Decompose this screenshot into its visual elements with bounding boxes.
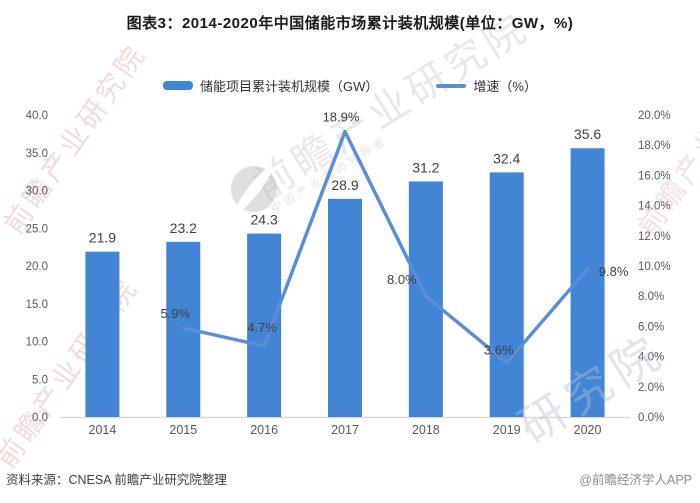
bar-2018 bbox=[408, 181, 443, 417]
right-axis-tick: 16.0% bbox=[638, 170, 671, 182]
right-axis-tick: 6.0% bbox=[638, 321, 664, 333]
growth-value-label-2020: 9.8% bbox=[599, 264, 629, 279]
x-axis-label-2014: 2014 bbox=[89, 423, 117, 437]
left-axis-tick: 35.0 bbox=[26, 148, 48, 160]
left-axis-tick: 40.0 bbox=[26, 110, 48, 122]
bar-value-label-2019: 32.4 bbox=[493, 150, 520, 166]
left-axis-tick: 15.0 bbox=[26, 299, 48, 311]
growth-value-label-2016: 4.7% bbox=[247, 320, 277, 335]
left-axis-tick: 5.0 bbox=[32, 374, 48, 386]
legend-label-growth: 增速（%） bbox=[473, 79, 537, 94]
left-axis-tick: 10.0 bbox=[26, 337, 48, 349]
right-axis-tick: 0.0% bbox=[638, 412, 664, 424]
bar-value-label-2014: 21.9 bbox=[89, 230, 116, 246]
right-axis-tick: 2.0% bbox=[638, 382, 664, 394]
left-axis-tick: 30.0 bbox=[26, 186, 48, 198]
x-axis-label-2018: 2018 bbox=[412, 423, 440, 437]
x-axis-label-2015: 2015 bbox=[169, 423, 197, 437]
bar-value-label-2018: 31.2 bbox=[412, 159, 439, 175]
legend-item-capacity: 储能项目累计装机规模（GW） bbox=[163, 76, 378, 95]
footer: 资料来源：CNESA 前瞻产业研究院整理 @前瞻经济学人APP bbox=[0, 469, 700, 488]
left-axis-tick: 20.0 bbox=[26, 261, 48, 273]
legend-label-capacity: 储能项目累计装机规模（GW） bbox=[200, 79, 379, 94]
bar-value-label-2017: 28.9 bbox=[331, 177, 358, 193]
legend-item-growth: 增速（%） bbox=[436, 76, 537, 95]
bar-value-label-2016: 24.3 bbox=[251, 212, 278, 228]
chart-legend: 储能项目累计装机规模（GW） 增速（%） bbox=[0, 76, 700, 95]
right-axis-tick: 10.0% bbox=[638, 261, 671, 273]
bar-2016 bbox=[247, 233, 282, 417]
bar-value-label-2015: 23.2 bbox=[170, 220, 197, 236]
x-axis-label-2017: 2017 bbox=[331, 423, 359, 437]
right-axis-tick: 8.0% bbox=[638, 291, 664, 303]
bar-value-label-2020: 35.6 bbox=[574, 126, 601, 142]
bar-series-swatch bbox=[163, 81, 194, 90]
chart-plot: 0.0 5.0 10.0 15.0 20.0 25.0 30.0 35.0 40.0 0.0% 2.… bbox=[26, 110, 671, 437]
left-axis-tick: 25.0 bbox=[26, 223, 48, 235]
right-axis-tick: 12.0% bbox=[638, 231, 671, 243]
bar-2017 bbox=[328, 198, 362, 417]
growth-line bbox=[181, 129, 590, 365]
growth-value-label-2019: 3.6% bbox=[484, 343, 514, 358]
left-axis-tick: 0.0 bbox=[32, 412, 48, 424]
x-axis-label-2016: 2016 bbox=[250, 423, 278, 437]
right-axis-tick: 4.0% bbox=[638, 352, 664, 364]
source-note: 资料来源：CNESA 前瞻产业研究院整理 bbox=[6, 473, 227, 487]
right-axis-tick: 18.0% bbox=[638, 140, 671, 152]
line-series-swatch bbox=[436, 83, 467, 88]
x-axis-label-2020: 2020 bbox=[574, 423, 602, 437]
bar-2019 bbox=[489, 172, 524, 417]
copyright-note: @前瞻经济学人APP bbox=[579, 473, 692, 487]
bar-2014 bbox=[85, 251, 120, 417]
right-axis-tick: 14.0% bbox=[638, 201, 671, 213]
growth-value-label-2018: 8.0% bbox=[387, 272, 417, 287]
watermark-logo-icon bbox=[230, 162, 277, 218]
growth-value-label-2015: 5.9% bbox=[160, 306, 190, 321]
page-title: 图表3：2014-2020年中国储能市场累计装机规模(单位：GW，%) bbox=[126, 15, 574, 32]
right-axis-tick: 20.0% bbox=[638, 110, 671, 122]
x-axis-label-2019: 2019 bbox=[493, 423, 521, 437]
growth-value-label-2017: 18.9% bbox=[323, 110, 360, 125]
